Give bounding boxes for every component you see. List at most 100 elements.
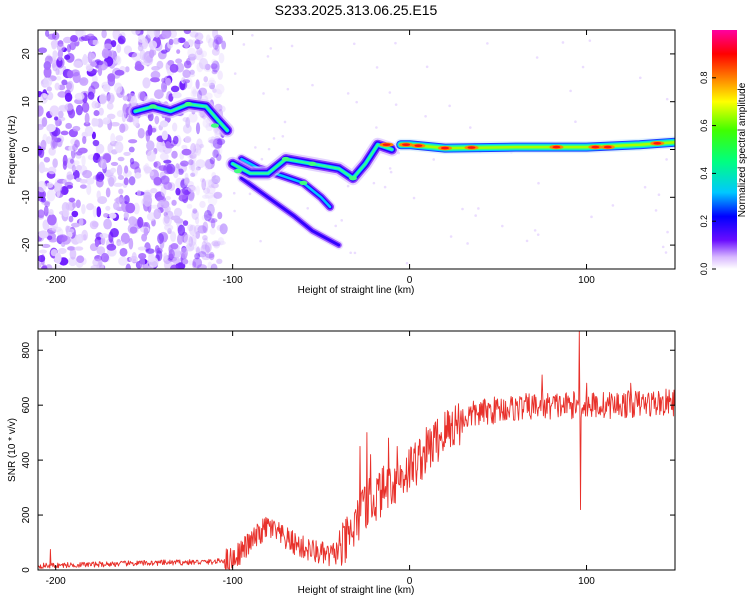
noise-blob [125, 202, 136, 214]
noise-blob [143, 227, 149, 237]
spectrogram-x-label: Height of straight line (km) [298, 285, 415, 296]
noise-blob [39, 249, 48, 254]
noise-blob [195, 79, 200, 90]
noise-blob [72, 169, 80, 180]
noise-blob [187, 155, 195, 160]
noise-dot [569, 89, 572, 93]
noise-blob [128, 176, 136, 186]
noise-blob [165, 195, 171, 201]
noise-dot [266, 55, 270, 58]
noise-blob [205, 253, 215, 259]
noise-blob [126, 117, 135, 123]
noise-blob [123, 212, 129, 219]
noise-blob [143, 194, 153, 207]
noise-blob [190, 86, 199, 95]
noise-blob [213, 135, 221, 145]
noise-blob [106, 113, 116, 120]
noise-blob [207, 217, 218, 224]
noise-blob [195, 146, 202, 157]
noise-blob [184, 136, 192, 144]
colorbar-tick-label: 0.0 [699, 263, 709, 276]
noise-blob [216, 224, 224, 232]
noise-blob [47, 166, 57, 175]
noise-blob [55, 56, 65, 69]
noise-blob [196, 138, 203, 151]
colorbar: 0.0 0.2 0.4 0.6 0.8 Normalized spectral ampl… [699, 30, 748, 275]
noise-blob [128, 139, 138, 144]
noise-blob [164, 205, 171, 213]
noise-blob [195, 231, 201, 239]
noise-blob [42, 93, 48, 99]
noise-blob [38, 47, 48, 54]
noise-blob [191, 168, 198, 177]
bright-blob [299, 180, 308, 186]
y-tick-label: 400 [21, 451, 32, 468]
noise-blob [112, 30, 121, 40]
colorbar-tick-label: 0.6 [699, 119, 709, 132]
y-tick-label: 200 [21, 506, 32, 523]
noise-blob [200, 50, 208, 58]
noise-blob [137, 44, 144, 52]
noise-blob [94, 240, 100, 248]
noise-blob [194, 252, 201, 260]
noise-dot [664, 251, 668, 254]
noise-blob [192, 208, 198, 214]
noise-blob [119, 247, 128, 257]
noise-blob [211, 69, 218, 75]
noise-blob [53, 116, 59, 121]
noise-blob [137, 91, 146, 101]
noise-dot [233, 72, 237, 75]
noise-blob [58, 247, 67, 255]
noise-blob [143, 163, 150, 175]
colorbar-ticks: 0.0 0.2 0.4 0.6 0.8 [699, 72, 716, 276]
noise-blob [125, 263, 131, 269]
noise-blob [99, 93, 107, 105]
noise-blob [114, 55, 122, 66]
noise-blob [194, 40, 204, 45]
hot-spot-core [653, 141, 662, 145]
noise-blob [46, 86, 53, 92]
noise-dot [561, 41, 565, 44]
noise-blob [99, 233, 109, 239]
noise-blob [54, 82, 60, 91]
noise-blob [169, 63, 179, 73]
noise-dot [588, 39, 592, 42]
noise-blob [136, 189, 141, 197]
noise-dot [286, 87, 290, 91]
noise-blob [86, 203, 95, 211]
noise-blob [134, 64, 145, 72]
noise-blob [170, 85, 180, 93]
noise-blob [160, 49, 168, 54]
noise-blob [211, 175, 221, 184]
noise-blob [185, 116, 191, 129]
noise-blob [197, 89, 202, 101]
noise-dot [581, 65, 585, 69]
noise-dot [232, 191, 236, 195]
noise-blob [151, 127, 157, 133]
noise-blob [46, 189, 56, 202]
x-tick-label: 0 [407, 275, 413, 286]
noise-blob [180, 160, 189, 167]
noise-dot [242, 43, 246, 46]
noise-blob [204, 179, 214, 189]
noise-blob [159, 152, 169, 161]
noise-dot [657, 193, 661, 197]
noise-dot [352, 42, 356, 46]
noise-blob [129, 226, 138, 234]
noise-blob [161, 30, 172, 39]
bright-blob [149, 104, 158, 109]
noise-blob [202, 118, 211, 128]
noise-dot [262, 92, 265, 95]
noise-blob [209, 227, 216, 235]
noise-blob [147, 124, 153, 136]
noise-blob [207, 136, 218, 144]
noise-dot [661, 245, 665, 249]
noise-blob [172, 122, 178, 132]
noise-blob [193, 143, 202, 156]
noise-blob [123, 177, 129, 186]
noise-blob [137, 246, 147, 251]
noise-blob [192, 257, 203, 269]
noise-blob [87, 91, 95, 100]
noise-blob [47, 33, 57, 40]
